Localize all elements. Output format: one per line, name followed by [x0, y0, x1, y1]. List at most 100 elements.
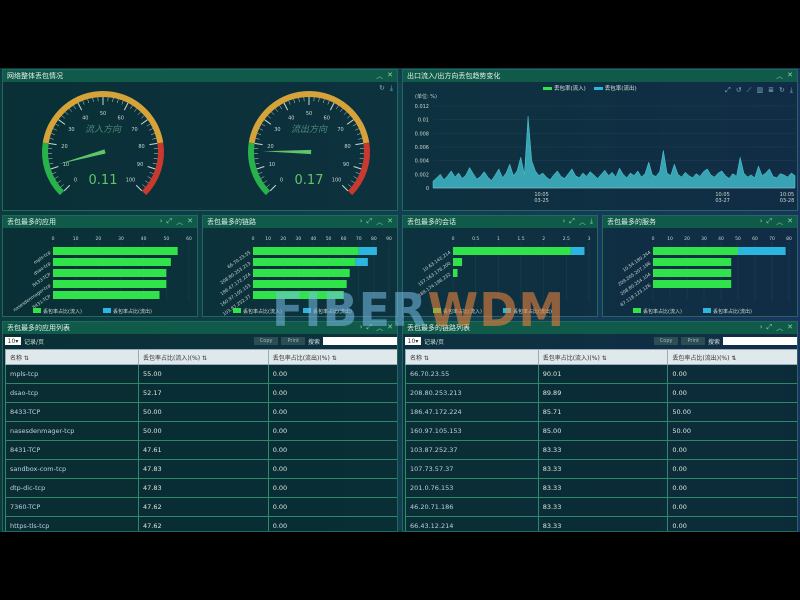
- search-input[interactable]: [723, 337, 797, 345]
- table-row[interactable]: sandbox-com-tcp 47.83 0.00: [5, 459, 397, 479]
- x-tick-label: 1.5: [517, 236, 524, 242]
- table-row[interactable]: 208.80.253.213 89.89 0.00: [405, 383, 797, 403]
- close-icon[interactable]: ✕: [387, 217, 393, 225]
- gauge-tick: [359, 158, 364, 160]
- line-chart-icon[interactable]: ⟋: [746, 86, 752, 94]
- x-tick-label: 20: [280, 236, 286, 242]
- table-row[interactable]: 160.97.105.153 85.00 50.00: [405, 421, 797, 441]
- table-row[interactable]: dtp-dic-tcp 47.83 0.00: [5, 478, 397, 498]
- download-icon[interactable]: ⤓: [589, 217, 593, 225]
- close-icon[interactable]: ✕: [387, 71, 393, 79]
- gauge-tick: [298, 97, 300, 102]
- gauge-tick: [121, 100, 124, 105]
- copy-button[interactable]: Copy: [253, 337, 279, 345]
- bar-out: [738, 247, 786, 255]
- close-icon[interactable]: ✕: [187, 217, 193, 225]
- page-size-select[interactable]: 10 ▾: [405, 337, 421, 345]
- refresh-icon[interactable]: ↻: [779, 86, 785, 94]
- more-icon[interactable]: ›: [359, 323, 363, 331]
- refresh-icon[interactable]: ↻: [379, 84, 385, 92]
- legend-label-out: 丢包率占比(流出): [713, 308, 752, 315]
- collapse-icon[interactable]: ︿: [376, 218, 384, 226]
- zoom-icon[interactable]: ⤢: [725, 86, 731, 94]
- more-icon[interactable]: ›: [759, 323, 763, 331]
- table-row[interactable]: https-tls-tcp 47.62 0.00: [5, 516, 397, 531]
- gauge-tick: [135, 184, 143, 192]
- table-row[interactable]: 8431-TCP 47.61 0.00: [5, 440, 397, 460]
- table-row[interactable]: 46.20.71.186 83.33 0.00: [405, 497, 797, 517]
- close-icon[interactable]: ✕: [787, 323, 793, 331]
- expand-icon[interactable]: ⤢: [366, 217, 373, 225]
- collapse-icon[interactable]: ︿: [176, 218, 184, 226]
- gauge-tick-label: 80: [138, 144, 144, 150]
- column-header[interactable]: 名称 ⇅: [405, 349, 539, 365]
- column-header[interactable]: 丢包率占比(流入)(%) ⇅: [537, 349, 669, 365]
- bar-panel-links: 丢包最多的链路 › ⤢ ︿ ✕ 0 10 20 30 40 50 60 70 80 90 66.70.23.…: [202, 215, 398, 317]
- table-row[interactable]: nasesdenmager-tcp 50.00 0.00: [5, 421, 397, 441]
- column-header[interactable]: 丢包率占比(流出)(%) ⇅: [267, 349, 397, 365]
- bar-chart-icon[interactable]: ▥: [756, 86, 764, 94]
- more-icon[interactable]: ›: [562, 217, 566, 225]
- stack-icon[interactable]: ≣: [768, 86, 775, 94]
- collapse-icon[interactable]: ︿: [376, 324, 384, 332]
- gauge-tick: [54, 176, 59, 179]
- table-row[interactable]: dsao-tcp 52.17 0.00: [5, 383, 397, 403]
- x-tick-label: 80: [786, 236, 792, 242]
- close-icon[interactable]: ✕: [787, 217, 793, 225]
- collapse-icon[interactable]: ︿: [776, 218, 784, 226]
- collapse-icon[interactable]: ︿: [776, 72, 784, 80]
- collapse-icon[interactable]: ︿: [578, 218, 586, 226]
- table-cell: 8431-TCP: [5, 440, 139, 460]
- table-row[interactable]: 103.87.252.37 83.33 0.00: [405, 440, 797, 460]
- collapse-icon[interactable]: ︿: [776, 324, 784, 332]
- column-header[interactable]: 丢包率占比(流入)(%) ⇅: [137, 349, 269, 365]
- more-icon[interactable]: ›: [359, 217, 363, 225]
- x-tick-label: 03-27: [715, 198, 730, 204]
- gauge-tick-label: 40: [288, 115, 294, 121]
- restore-icon[interactable]: ↺: [735, 86, 742, 94]
- table-row[interactable]: 107.73.57.37 83.33 0.00: [405, 459, 797, 479]
- table-row[interactable]: 201.0.76.153 83.33 0.00: [405, 478, 797, 498]
- column-header[interactable]: 名称 ⇅: [5, 349, 139, 365]
- column-header[interactable]: 丢包率占比(流出)(%) ⇅: [667, 349, 797, 365]
- more-icon[interactable]: ›: [759, 217, 763, 225]
- table-row[interactable]: 7360-TCP 47.62 0.00: [5, 497, 397, 517]
- page-size-select[interactable]: 10 ▾: [5, 337, 21, 345]
- gauge-tick: [341, 184, 349, 192]
- more-icon[interactable]: ›: [159, 217, 163, 225]
- close-icon[interactable]: ✕: [387, 323, 393, 331]
- expand-icon[interactable]: ⤢: [166, 217, 173, 225]
- print-button[interactable]: Print: [281, 337, 305, 345]
- collapse-icon[interactable]: ︿: [376, 72, 384, 80]
- page-size-value: 10: [407, 337, 416, 345]
- download-icon[interactable]: ⤓: [789, 86, 793, 94]
- gauge-tick-label: 30: [274, 127, 280, 133]
- search-input[interactable]: [323, 337, 397, 345]
- x-tick-label: 40: [141, 236, 147, 242]
- x-tick-label: 10:05: [780, 192, 794, 198]
- print-button[interactable]: Print: [681, 337, 705, 345]
- expand-icon[interactable]: ⤢: [569, 217, 575, 225]
- table-row[interactable]: 8433-TCP 50.00 0.00: [5, 402, 397, 422]
- legend-label-out: 丢包率占比(流出): [513, 308, 552, 315]
- x-tick-label: 90: [386, 236, 392, 242]
- legend-item-out[interactable]: 丢包率(流出): [593, 84, 637, 92]
- expand-icon[interactable]: ⤢: [766, 323, 773, 331]
- table-row[interactable]: mpls-tcp 55.00 0.00: [5, 364, 397, 384]
- expand-icon[interactable]: ⤢: [366, 323, 373, 331]
- legend-item-in[interactable]: 丢包率(流入): [543, 84, 586, 92]
- download-icon[interactable]: ⤓: [389, 84, 393, 92]
- table-cell: 201.0.76.153: [405, 478, 539, 498]
- copy-button[interactable]: Copy: [653, 337, 679, 345]
- gauge-tick: [146, 123, 151, 127]
- table-row[interactable]: 186.47.172.224 85.71 50.00: [405, 402, 797, 422]
- gauge-tick: [271, 111, 275, 115]
- table-row[interactable]: 66.70.23.55 90.01 0.00: [405, 364, 797, 384]
- close-icon[interactable]: ✕: [787, 71, 793, 79]
- expand-icon[interactable]: ⤢: [766, 217, 773, 225]
- gauge-tick: [48, 142, 57, 146]
- gauge-tick: [264, 119, 272, 125]
- gauge-tick: [61, 115, 65, 119]
- table-row[interactable]: 66.43.12.214 83.33 0.00: [405, 516, 797, 531]
- gauge-tick-label: 80: [344, 144, 350, 150]
